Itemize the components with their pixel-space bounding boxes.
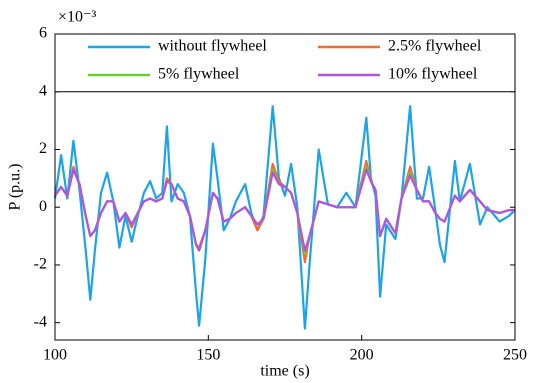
x-axis-label: time (s) (260, 363, 309, 380)
y-tick-label: -4 (34, 313, 47, 330)
x-tick-label: 100 (43, 347, 67, 364)
legend-label: 10% flywheel (388, 66, 478, 83)
x-tick-label: 250 (503, 347, 527, 364)
x-tick-label: 150 (196, 347, 220, 364)
legend-label: 5% flywheel (158, 66, 240, 83)
y-axis-label: P (p.u.) (7, 164, 24, 211)
y-tick-label: 4 (39, 82, 47, 99)
y-tick-label: -2 (34, 256, 47, 273)
y-tick-label: 6 (39, 25, 47, 42)
legend-label: without flywheel (158, 38, 267, 55)
axis-exponent: ×10⁻³ (58, 9, 96, 26)
y-tick-label: 2 (39, 140, 47, 157)
series-line (54, 168, 515, 252)
y-tick-label: 0 (39, 198, 47, 215)
legend-label: 2.5% flywheel (388, 38, 482, 55)
axes-frame (54, 33, 516, 341)
x-tick-label: 200 (350, 347, 374, 364)
